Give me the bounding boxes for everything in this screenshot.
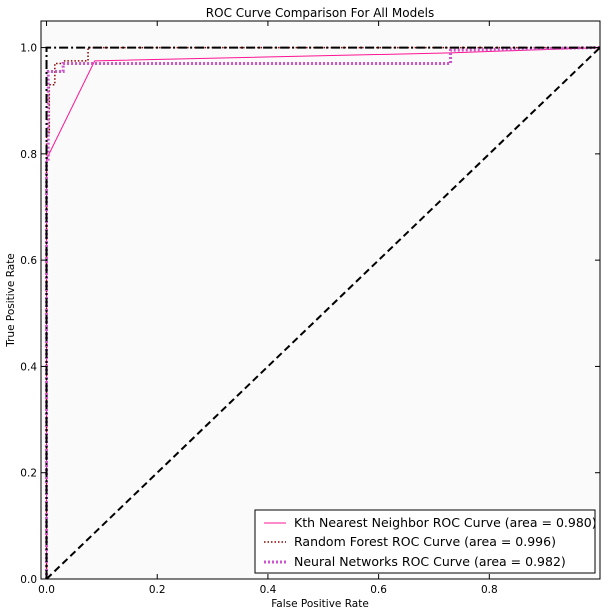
x-axis-label: False Positive Rate xyxy=(271,598,369,610)
x-tick-label: 0.8 xyxy=(481,584,498,596)
y-ticks: 0.0 0.2 0.4 0.6 0.8 1.0 xyxy=(20,43,600,586)
x-tick-label: 0.4 xyxy=(260,584,277,596)
x-tick-label: 0.6 xyxy=(370,584,387,596)
y-axis-label: True Positive Rate xyxy=(5,253,17,348)
chart-title: ROC Curve Comparison For All Models xyxy=(206,6,434,20)
y-tick-label: 0.0 xyxy=(20,574,37,586)
y-tick-label: 0.2 xyxy=(20,468,37,480)
y-tick-label: 0.6 xyxy=(20,255,37,267)
x-tick-label: 0.0 xyxy=(38,584,55,596)
y-tick-label: 0.8 xyxy=(20,149,37,161)
x-ticks: 0.0 0.2 0.4 0.6 0.8 xyxy=(38,21,498,596)
plot-frame xyxy=(40,20,601,580)
series-line-chance-diagonal xyxy=(45,46,601,580)
legend-box xyxy=(254,509,596,574)
y-tick-label: 0.4 xyxy=(20,361,37,373)
legend-label-rf: Random Forest ROC Curve (area = 0.996) xyxy=(294,534,556,549)
legend-label-nn: Neural Networks ROC Curve (area = 0.982) xyxy=(294,554,566,569)
y-tick-label: 1.0 xyxy=(20,43,37,55)
x-tick-label: 0.2 xyxy=(149,584,166,596)
series-layer xyxy=(45,46,601,580)
legend-label-knn: Kth Nearest Neighbor ROC Curve (area = 0… xyxy=(294,515,597,530)
series-line-perfect-classifier xyxy=(45,46,600,579)
plot-background xyxy=(41,21,600,579)
series-line-neural-networks xyxy=(45,46,601,579)
legend: Kth Nearest Neighbor ROC Curve (area = 0… xyxy=(254,509,597,574)
